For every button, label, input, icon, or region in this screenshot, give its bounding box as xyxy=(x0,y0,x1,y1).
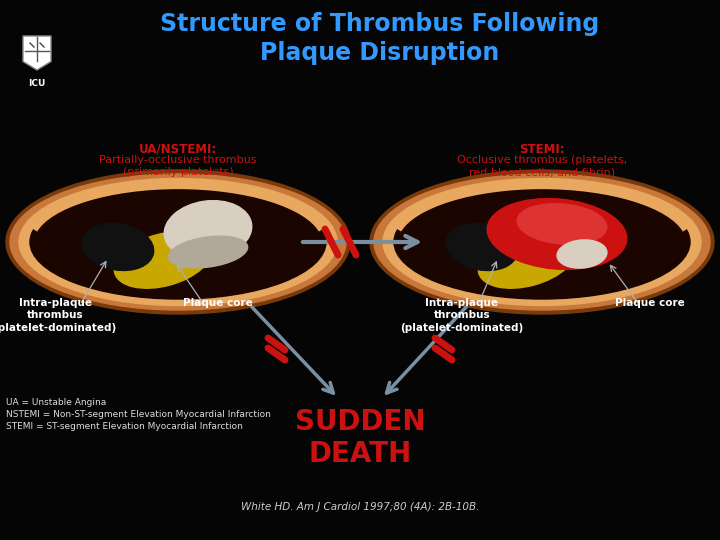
Text: Plaque core: Plaque core xyxy=(183,298,253,308)
Circle shape xyxy=(180,75,540,435)
Ellipse shape xyxy=(6,170,350,314)
Ellipse shape xyxy=(114,232,212,288)
Text: White HD. Am J Cardiol 1997;80 (4A): 2B-10B.: White HD. Am J Cardiol 1997;80 (4A): 2B-… xyxy=(240,502,480,512)
Ellipse shape xyxy=(517,204,607,244)
Ellipse shape xyxy=(446,224,518,271)
Ellipse shape xyxy=(383,179,701,306)
Text: Intra-plaque
thrombus
(platelet-dominated): Intra-plaque thrombus (platelet-dominate… xyxy=(400,298,523,333)
Ellipse shape xyxy=(10,174,346,310)
Text: Structure of Thrombus Following
Plaque Disruption: Structure of Thrombus Following Plaque D… xyxy=(161,12,600,65)
Ellipse shape xyxy=(164,201,252,259)
Text: ICU: ICU xyxy=(28,79,45,88)
Ellipse shape xyxy=(168,236,248,268)
Text: Partially-occlusive thrombus
(primarily platelets): Partially-occlusive thrombus (primarily … xyxy=(99,155,257,178)
Ellipse shape xyxy=(394,185,690,299)
Ellipse shape xyxy=(30,185,326,299)
Ellipse shape xyxy=(557,240,607,268)
Ellipse shape xyxy=(374,174,710,310)
Ellipse shape xyxy=(487,199,627,269)
Polygon shape xyxy=(23,36,51,70)
Circle shape xyxy=(280,175,440,335)
Ellipse shape xyxy=(82,224,153,271)
Text: UA = Unstable Angina
NSTEMI = Non-ST-segment Elevation Myocardial Infarction
STE: UA = Unstable Angina NSTEMI = Non-ST-seg… xyxy=(6,398,271,430)
Ellipse shape xyxy=(370,170,714,314)
Text: Plaque core: Plaque core xyxy=(615,298,685,308)
Text: Occlusive thrombus (platelets,
red blood cells, and fibrin): Occlusive thrombus (platelets, red blood… xyxy=(457,155,627,178)
Circle shape xyxy=(230,125,490,385)
Text: Intra-plaque
thrombus
(platelet-dominated): Intra-plaque thrombus (platelet-dominate… xyxy=(0,298,117,333)
Text: UA/NSTEMI:: UA/NSTEMI: xyxy=(139,143,217,156)
Text: SUDDEN
DEATH: SUDDEN DEATH xyxy=(294,408,426,468)
Ellipse shape xyxy=(478,232,576,288)
Text: STEMI:: STEMI: xyxy=(519,143,564,156)
Ellipse shape xyxy=(19,179,337,306)
